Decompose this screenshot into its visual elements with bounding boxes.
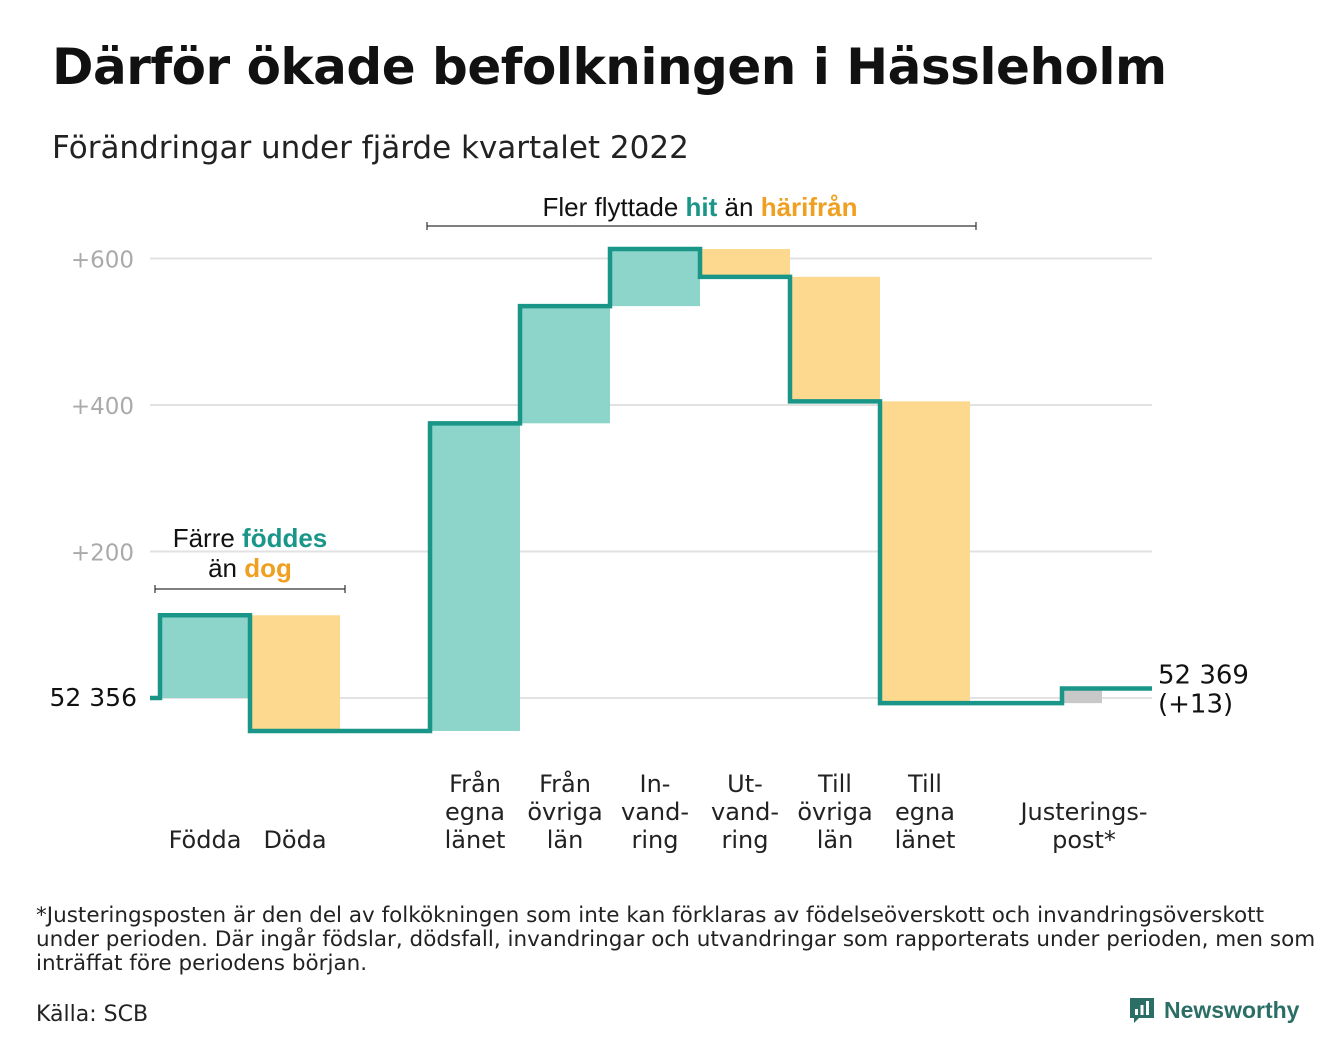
category-label: län	[817, 826, 854, 854]
bar	[250, 615, 340, 731]
category-label: ring	[632, 826, 679, 854]
end-value-label: (+13)	[1158, 689, 1233, 719]
annotation-highlight-teal: hit	[686, 192, 718, 222]
category-label: Justerings-	[1018, 798, 1147, 826]
chart-title: Därför ökade befolkningen i Hässleholm	[52, 38, 1167, 96]
category-label: vand-	[711, 798, 779, 826]
category-label: vand-	[621, 798, 689, 826]
newsworthy-logo-icon	[1130, 998, 1154, 1023]
category-label: Till	[907, 770, 942, 798]
category-label: övriga	[527, 798, 602, 826]
category-label: övriga	[797, 798, 872, 826]
bar	[160, 615, 250, 698]
category-label: länet	[895, 826, 956, 854]
source-label: Källa: SCB	[36, 1002, 149, 1027]
bar	[430, 423, 520, 731]
annotation-highlight-orange: härifrån	[761, 192, 858, 222]
bar	[610, 248, 700, 307]
category-label: Ut-	[727, 770, 763, 798]
annotation-text: än	[717, 192, 760, 222]
category-label: län	[547, 826, 584, 854]
category-label: Från	[449, 769, 501, 798]
bar	[790, 276, 880, 402]
annotation-highlight-teal: föddes	[242, 523, 327, 553]
chart-subtitle: Förändringar under fjärde kvartalet 2022	[52, 130, 689, 166]
brand: Newsworthy	[1128, 996, 1299, 1024]
y-tick-label: +600	[71, 248, 134, 274]
step-line	[150, 246, 1152, 734]
annotation-text: Fler flyttade	[542, 192, 685, 222]
category-label: egna	[895, 798, 955, 826]
category-label: Födda	[169, 826, 242, 854]
bar	[520, 306, 610, 424]
brand-name: Newsworthy	[1164, 996, 1300, 1023]
annotation-text: än	[208, 553, 244, 583]
y-tick-label: +200	[71, 541, 134, 567]
end-value-label: 52 369	[1158, 660, 1249, 690]
annotation-highlight-orange: dog	[244, 553, 292, 583]
category-label: länet	[445, 826, 506, 854]
category-label: Till	[817, 770, 852, 798]
births-annotation-line2: än dog	[208, 553, 292, 583]
footnote: *Justeringsposten är den del av folkökni…	[36, 903, 1316, 976]
births-annotation-line1: Färre föddes	[173, 523, 328, 553]
start-value-label: 52 356	[50, 683, 137, 712]
category-label: Döda	[263, 826, 326, 854]
y-tick-label: +400	[71, 394, 134, 420]
bar	[700, 248, 790, 277]
category-label: ring	[722, 826, 769, 854]
bar	[880, 401, 970, 704]
category-label: egna	[445, 798, 505, 826]
annotation-text: Färre	[173, 523, 242, 553]
migration-annotation: Fler flyttade hit än härifrån	[542, 192, 857, 222]
category-label: post*	[1052, 826, 1116, 854]
category-label: In-	[640, 770, 671, 798]
category-label: Från	[539, 769, 591, 798]
bar	[1062, 688, 1102, 704]
